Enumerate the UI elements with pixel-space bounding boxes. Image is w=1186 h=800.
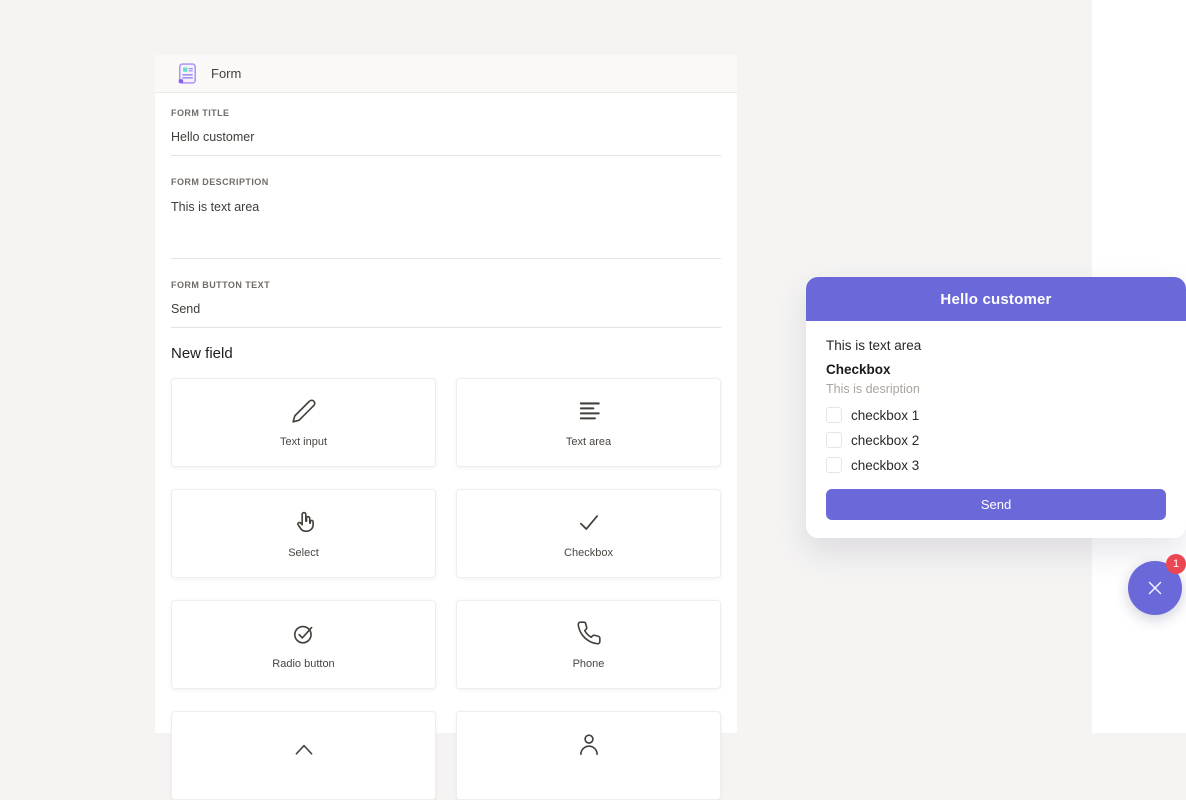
close-icon: [1148, 581, 1162, 595]
form-title-label: FORM TITLE: [171, 108, 230, 118]
checkbox-input[interactable]: [826, 432, 842, 448]
form-button-text-label: FORM BUTTON TEXT: [171, 280, 271, 290]
field-card-label: Select: [288, 546, 319, 559]
form-editor-panel: Form FORM TITLE FORM DESCRIPTION This is…: [155, 55, 737, 800]
form-editor-header: Form: [155, 55, 737, 93]
checkbox-label: checkbox 2: [851, 432, 920, 448]
notification-badge: 1: [1166, 554, 1186, 574]
new-field-options-grid: Text input Text area: [171, 378, 721, 800]
checkbox-row: checkbox 1: [826, 407, 1166, 423]
person-icon: [576, 731, 602, 757]
chevron-up-icon: [291, 731, 317, 757]
text-lines-icon: [576, 398, 602, 424]
field-card-text-input[interactable]: Text input: [171, 378, 436, 467]
checkbox-row: checkbox 2: [826, 432, 1166, 448]
field-card-partial[interactable]: [171, 711, 436, 800]
field-card-label: Text area: [565, 435, 612, 448]
form-button-text-input[interactable]: [171, 300, 721, 328]
send-button[interactable]: Send: [826, 489, 1166, 520]
field-card-phone[interactable]: Phone: [456, 600, 721, 689]
form-document-icon: [177, 62, 198, 85]
checkbox-label: checkbox 3: [851, 457, 920, 473]
field-card-label: Phone: [572, 657, 605, 670]
checkbox-label: checkbox 1: [851, 407, 920, 423]
field-card-label: Radio button: [272, 657, 335, 670]
widget-body: This is text area Checkbox This is desri…: [806, 321, 1186, 538]
checkbox-input[interactable]: [826, 407, 842, 423]
editor-title: Form: [211, 66, 242, 81]
field-card-label: Checkbox: [564, 546, 613, 559]
checkmark-icon: [576, 509, 602, 535]
widget-header: Hello customer: [806, 277, 1186, 321]
form-preview-widget: Hello customer This is text area Checkbo…: [806, 277, 1186, 538]
widget-description: This is text area: [826, 338, 922, 353]
radio-check-icon: [291, 620, 317, 646]
form-button-text-group: FORM BUTTON TEXT: [171, 280, 721, 328]
checkbox-group-description: This is desription: [826, 382, 920, 396]
checkbox-input[interactable]: [826, 457, 842, 473]
field-card-radio-button[interactable]: Radio button: [171, 600, 436, 689]
checkbox-group-label: Checkbox: [826, 362, 891, 377]
form-description-textarea[interactable]: This is text area: [171, 197, 721, 259]
new-field-heading: New field: [171, 345, 233, 362]
form-title-input[interactable]: [171, 128, 721, 156]
pencil-icon: [291, 398, 317, 424]
form-description-group: FORM DESCRIPTION This is text area: [171, 177, 721, 259]
field-card-select[interactable]: Select: [171, 489, 436, 578]
form-title-group: FORM TITLE: [171, 108, 721, 156]
editor-body: FORM TITLE FORM DESCRIPTION This is text…: [155, 93, 737, 800]
chat-launcher-button[interactable]: 1: [1128, 554, 1186, 615]
field-card-partial[interactable]: [456, 711, 721, 800]
field-card-text-area[interactable]: Text area: [456, 378, 721, 467]
phone-icon: [576, 620, 602, 646]
pointer-hand-icon: [291, 509, 317, 535]
field-card-label: Text input: [279, 435, 328, 448]
widget-title: Hello customer: [940, 290, 1052, 308]
checkbox-row: checkbox 3: [826, 457, 1166, 473]
form-description-label: FORM DESCRIPTION: [171, 177, 269, 187]
field-card-checkbox[interactable]: Checkbox: [456, 489, 721, 578]
